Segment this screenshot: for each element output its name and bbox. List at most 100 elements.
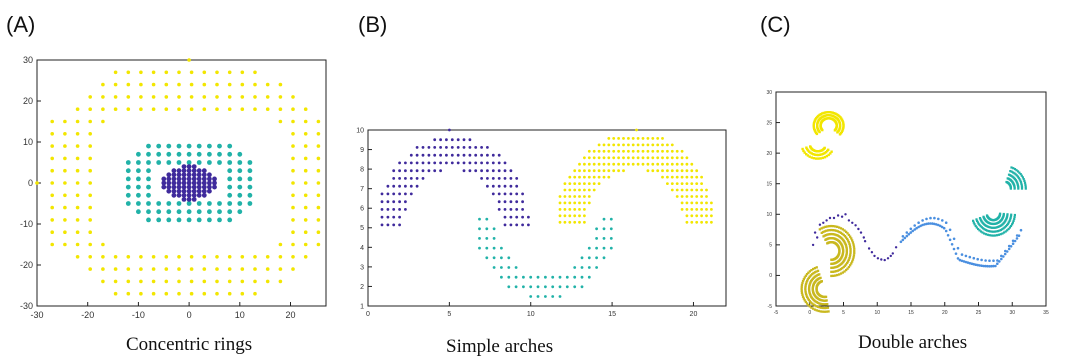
double-arch-blue-point xyxy=(956,246,960,250)
scurve-olive-point xyxy=(842,265,845,269)
arch-yellow-point xyxy=(690,220,694,224)
arch-yellow-point xyxy=(597,143,601,147)
arch-yellow-point xyxy=(612,143,616,147)
arch-yellow-point xyxy=(583,182,586,186)
arch-yellow-point xyxy=(573,195,577,198)
hook-yellow-point xyxy=(841,121,845,124)
ring-inner-point xyxy=(181,168,187,174)
ring-outer-point xyxy=(227,267,232,271)
arch-purple-point xyxy=(462,138,466,142)
ring-inner-point xyxy=(181,180,187,186)
scurve-olive-point xyxy=(823,303,826,306)
scurve-teal-point xyxy=(992,230,995,233)
arch-purple-point xyxy=(503,223,507,227)
scurve-olive-point xyxy=(802,297,805,300)
panel-a-ytick-label: -30 xyxy=(20,301,33,311)
scurve-olive-point xyxy=(830,224,833,228)
panel-b-xtick-label: 15 xyxy=(608,311,616,318)
double-arch-blue-point xyxy=(1009,245,1013,248)
ring-inner-point xyxy=(201,172,207,178)
arch-yellow-point xyxy=(558,201,562,205)
ring-middle-point xyxy=(217,217,222,223)
arch-purple-point xyxy=(398,161,401,165)
ring-outer-point xyxy=(113,267,118,271)
arch-teal-point xyxy=(565,285,569,289)
arch-teal-point xyxy=(478,246,481,250)
scurve-teal-point xyxy=(978,217,982,220)
scurve-teal-point xyxy=(992,234,995,237)
scurve-teal-point xyxy=(984,228,987,232)
arch-yellow-point xyxy=(558,195,562,198)
arch-yellow-point xyxy=(597,149,601,153)
ring-middle-point xyxy=(237,176,243,182)
arch-yellow-point xyxy=(661,175,664,179)
ring-outer-point xyxy=(113,95,118,99)
double-arch-purple-point xyxy=(844,213,847,216)
hook-yellow-point xyxy=(817,153,820,157)
scurve-olive-point xyxy=(830,270,833,273)
scurve-olive-point xyxy=(839,267,843,271)
panel-b-ytick-label: 5 xyxy=(360,225,364,232)
scurve-olive-point xyxy=(845,246,848,250)
arch-purple-point xyxy=(450,138,454,142)
double-arch-purple-point xyxy=(870,251,874,254)
arch-purple-point xyxy=(392,177,396,180)
scurve-olive-point xyxy=(831,270,835,273)
ring-outer-point xyxy=(101,107,105,111)
hook-yellow-point xyxy=(842,122,845,125)
scurve-olive-point xyxy=(844,244,848,247)
scurve-olive-point xyxy=(800,285,803,288)
ring-middle-point xyxy=(136,176,141,182)
ring-middle-point xyxy=(166,217,172,223)
ring-outer-point xyxy=(164,82,169,87)
scurve-teal-point xyxy=(979,225,982,228)
arch-yellow-point xyxy=(568,182,572,186)
hook-yellow-point xyxy=(841,119,844,123)
ring-middle-point xyxy=(227,168,233,174)
arch-yellow-point xyxy=(666,182,669,186)
arch-yellow-point xyxy=(675,182,679,186)
scurve-teal-point xyxy=(975,226,978,229)
arch-yellow-point xyxy=(627,143,630,147)
ring-middle-point xyxy=(237,201,243,206)
scurve-olive-point xyxy=(811,302,814,305)
scurve-olive-point xyxy=(804,282,808,286)
ring-outer-point xyxy=(316,144,321,148)
scurve-teal-point xyxy=(1016,182,1019,185)
scurve-olive-point xyxy=(849,235,852,238)
ring-outer-point xyxy=(151,107,156,111)
scurve-teal-point xyxy=(1006,222,1010,225)
ring-middle-point xyxy=(125,160,131,165)
double-arch-blue-point xyxy=(1013,239,1017,243)
hook-yellow-point xyxy=(842,126,845,130)
scurve-olive-point xyxy=(804,286,807,289)
scurve-olive-point xyxy=(838,226,841,229)
hook-yellow-point xyxy=(809,151,812,154)
scurve-olive-point xyxy=(826,233,829,236)
arch-yellow-point xyxy=(685,162,689,166)
arch-yellow-point xyxy=(661,169,664,173)
ring-middle-point xyxy=(136,168,141,174)
ring-outer-point xyxy=(316,181,321,185)
scurve-olive-point xyxy=(813,304,817,307)
ring-outer-point xyxy=(63,144,67,148)
scurve-olive-point xyxy=(834,233,837,236)
scurve-olive-point xyxy=(833,270,836,273)
scurve-teal-point xyxy=(972,219,975,222)
ring-inner-point xyxy=(181,184,187,190)
ring-outer-point xyxy=(278,242,283,247)
scurve-olive-point xyxy=(835,229,838,232)
ring-outer-point xyxy=(63,132,67,136)
ring-outer-point xyxy=(177,107,181,111)
arch-purple-point xyxy=(509,177,513,180)
scurve-teal-point xyxy=(1006,214,1009,217)
arch-yellow-point xyxy=(622,149,625,153)
ring-middle-point xyxy=(166,201,172,206)
arch-purple-point xyxy=(427,153,431,157)
arch-yellow-point xyxy=(685,182,689,186)
scurve-olive-point xyxy=(806,295,809,299)
ring-middle-point xyxy=(156,201,162,206)
ring-middle-point xyxy=(136,192,141,198)
ring-middle-point xyxy=(207,143,212,149)
arch-purple-point xyxy=(392,169,396,173)
